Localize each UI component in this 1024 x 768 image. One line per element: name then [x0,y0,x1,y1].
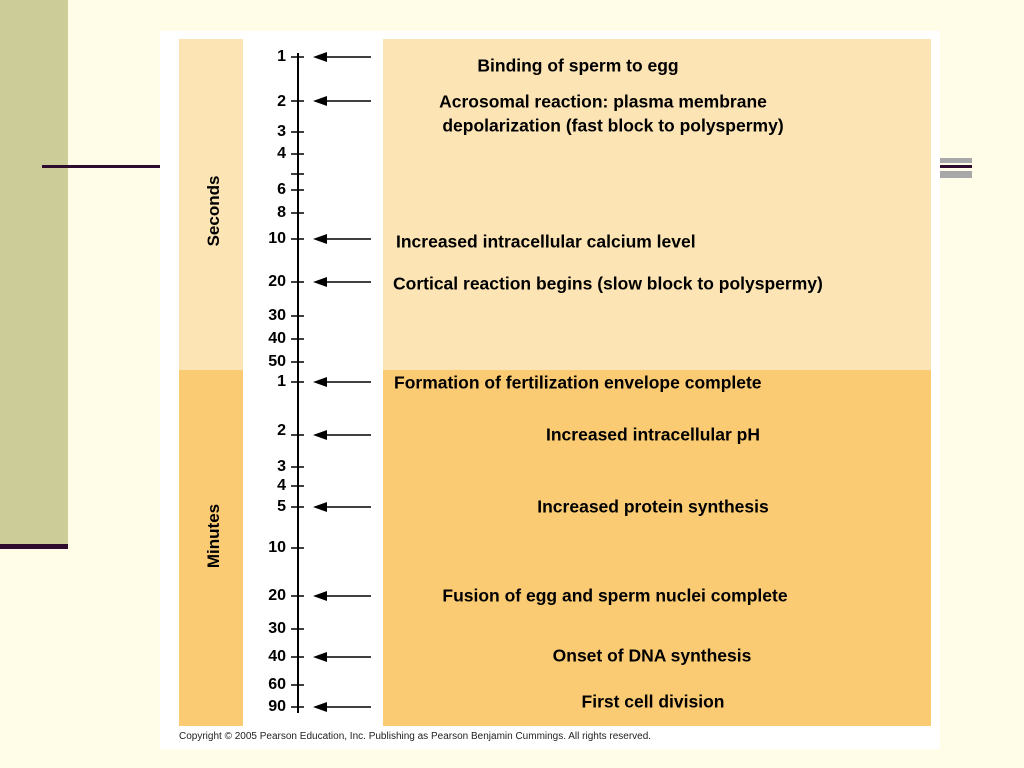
arrow-minutes-90 [313,702,371,712]
event-label-8: Fusion of egg and sperm nuclei complete [442,585,788,606]
event-label-7: Increased protein synthesis [537,496,769,517]
seconds-tick-label-4: 4 [277,145,286,162]
arrow-minutes-1 [313,377,371,387]
arrow-seconds-20 [313,277,371,287]
seconds-tick-label-1: 1 [277,48,286,65]
minutes-tick-label-60: 60 [268,676,286,693]
slide-rule-right-grey-bottom [940,171,972,178]
arrow-minutes-5 [313,502,371,512]
event-label-0: Binding of sperm to egg [477,55,679,76]
arrow-seconds-10 [313,234,371,244]
seconds-tick-label-8: 8 [277,204,286,221]
slide-rule-right-grey-top [940,158,972,163]
event-label-4: Cortical reaction begins (slow block to … [393,273,823,294]
tick-marks [291,56,304,708]
minutes-tick-label-3: 3 [277,458,286,475]
minutes-tick-label-20: 20 [268,587,286,604]
copyright-notice: Copyright © 2005 Pearson Education, Inc.… [179,731,652,742]
seconds-tick-label-50: 50 [268,353,286,370]
minutes-tick-label-4: 4 [277,477,286,494]
slide-side-bar [0,0,68,548]
seconds-tick-label-10: 10 [268,230,286,247]
minutes-tick-label-5: 5 [277,498,286,515]
seconds-tick-label-2: 2 [277,93,286,110]
event-label-2: depolarization (fast block to polyspermy… [442,115,784,136]
seconds-tick-label-3: 3 [277,123,286,140]
seconds-band-left [179,39,243,370]
arrow-seconds-1 [313,52,371,62]
minutes-tick-label-40: 40 [268,648,286,665]
minutes-band-right [383,370,931,726]
event-label-1: Acrosomal reaction: plasma membrane [439,91,767,112]
minutes-tick-label-1: 1 [277,373,286,390]
seconds-band-right [383,39,931,370]
seconds-tick-label-30: 30 [268,307,286,324]
seconds-tick-label-6: 6 [277,181,286,198]
slide-rule-right-dark [940,165,972,168]
slide-rule-left-bottom [0,544,68,549]
event-label-10: First cell division [581,691,725,712]
timeline-axis [291,52,371,713]
seconds-tick-label-20: 20 [268,273,286,290]
event-label-3: Increased intracellular calcium level [396,231,696,252]
arrow-seconds-2 [313,96,371,106]
event-label-9: Onset of DNA synthesis [552,645,752,666]
minutes-tick-label-30: 30 [268,620,286,637]
event-label-6: Increased intracellular pH [546,424,760,445]
minutes-band-left [179,370,243,726]
arrow-minutes-20 [313,591,371,601]
arrow-minutes-40 [313,652,371,662]
minutes-tick-label-90: 90 [268,698,286,715]
minutes-tick-label-10: 10 [268,539,286,556]
minutes-tick-label-2: 2 [277,422,286,439]
fertilization-timeline-figure: Seconds Minutes 1 2 3 4 6 8 10 20 30 40 50 1 2 3 4 5 10 2… [160,31,940,749]
slide-rule-left-top [42,165,160,168]
event-arrows [313,52,371,712]
arrow-minutes-2 [313,430,371,440]
seconds-tick-label-40: 40 [268,330,286,347]
event-label-5: Formation of fertilization envelope comp… [394,372,762,393]
